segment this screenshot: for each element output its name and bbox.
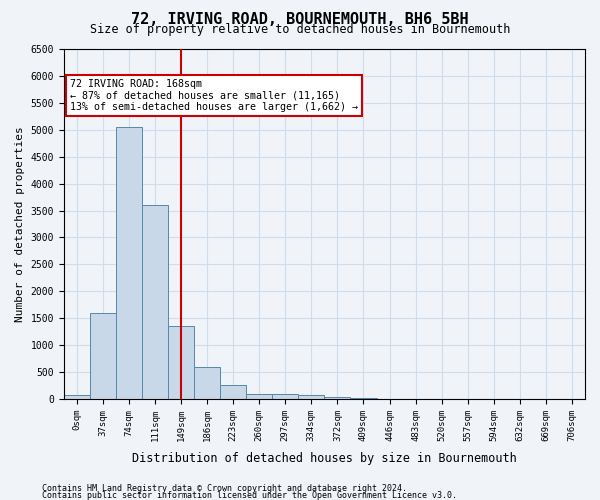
Bar (246, 394, 272, 399)
Bar (168, 326, 194, 399)
Bar (325, 397, 350, 399)
Text: Size of property relative to detached houses in Bournemouth: Size of property relative to detached ho… (90, 22, 510, 36)
Text: Contains public sector information licensed under the Open Government Licence v3: Contains public sector information licen… (42, 490, 457, 500)
Bar (116, 127, 142, 399)
Bar (272, 394, 298, 399)
Bar (64, 395, 90, 399)
Text: Contains HM Land Registry data © Crown copyright and database right 2024.: Contains HM Land Registry data © Crown c… (42, 484, 407, 493)
Text: 72, IRVING ROAD, BOURNEMOUTH, BH6 5BH: 72, IRVING ROAD, BOURNEMOUTH, BH6 5BH (131, 12, 469, 26)
Bar (350, 398, 377, 399)
Text: 72 IRVING ROAD: 168sqm
← 87% of detached houses are smaller (11,165)
13% of semi: 72 IRVING ROAD: 168sqm ← 87% of detached… (70, 78, 358, 112)
Y-axis label: Number of detached properties: Number of detached properties (15, 126, 25, 322)
Bar (298, 395, 325, 399)
X-axis label: Distribution of detached houses by size in Bournemouth: Distribution of detached houses by size … (132, 452, 517, 465)
Bar (220, 386, 246, 399)
Bar (90, 313, 116, 399)
Bar (142, 205, 168, 399)
Bar (194, 366, 220, 399)
